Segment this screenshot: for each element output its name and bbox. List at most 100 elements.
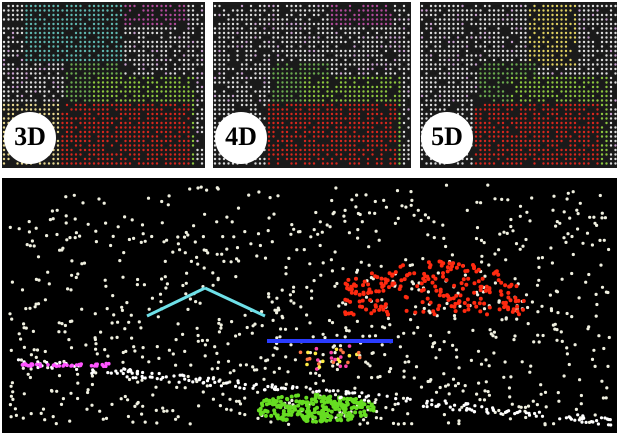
point [484,81,486,83]
point [142,54,144,56]
point [64,195,67,198]
point [353,108,355,110]
point [605,27,607,29]
point [574,18,576,20]
point [187,41,189,43]
point [120,5,122,7]
point [493,41,495,43]
point [551,27,553,29]
point [66,27,68,29]
point [115,77,117,79]
point [308,153,310,155]
point [349,5,351,7]
point [70,45,72,47]
point [605,59,607,61]
point [605,95,607,97]
point [61,36,63,38]
point [133,50,135,52]
point [430,27,432,29]
point [574,117,576,119]
point [484,162,486,164]
point [511,108,513,110]
point [550,309,553,312]
point [326,223,329,226]
point [75,99,77,101]
point [84,158,86,160]
point [578,23,580,25]
point [216,367,219,370]
point [63,330,66,333]
point [79,153,81,155]
point [299,50,301,52]
point [290,126,292,128]
point [167,203,170,206]
point [389,81,391,83]
point [299,77,301,79]
point [566,232,569,235]
point [434,77,436,79]
point [362,50,364,52]
point [542,54,544,56]
point [124,395,127,398]
point [466,81,468,83]
point [583,59,585,61]
point [524,144,526,146]
point [452,50,454,52]
point [3,9,5,11]
point [12,9,14,11]
point [434,14,436,16]
point [488,68,490,70]
point [88,131,90,133]
point [549,294,552,297]
point [66,45,68,47]
point [66,72,68,74]
point [299,113,301,115]
point [461,27,463,29]
point [241,104,243,106]
point [183,113,185,115]
point [493,59,495,61]
point [565,14,567,16]
point [349,162,351,164]
point [511,23,513,25]
point [430,32,432,34]
point [115,153,117,155]
point [389,32,391,34]
point [484,14,486,16]
point [317,158,319,160]
point [587,5,589,7]
point [70,41,72,43]
point [529,54,531,56]
point [230,260,233,263]
point [326,153,328,155]
point [151,32,153,34]
point [263,23,265,25]
point [290,32,292,34]
point [214,99,216,101]
point [124,95,126,97]
point [344,326,347,329]
point [169,5,171,7]
point [169,158,171,160]
point [106,50,108,52]
point [227,32,229,34]
point [421,86,423,88]
point [595,303,598,306]
point [331,113,333,115]
point [129,77,131,79]
point [398,36,400,38]
point [223,72,225,74]
point [281,126,283,128]
point [407,117,409,119]
point [142,346,145,349]
point [286,23,288,25]
point [79,135,81,137]
point [322,23,324,25]
point [48,162,50,164]
point [304,122,306,124]
point [389,27,391,29]
point [93,122,95,124]
point [268,81,270,83]
point [319,220,322,223]
point [538,158,540,160]
